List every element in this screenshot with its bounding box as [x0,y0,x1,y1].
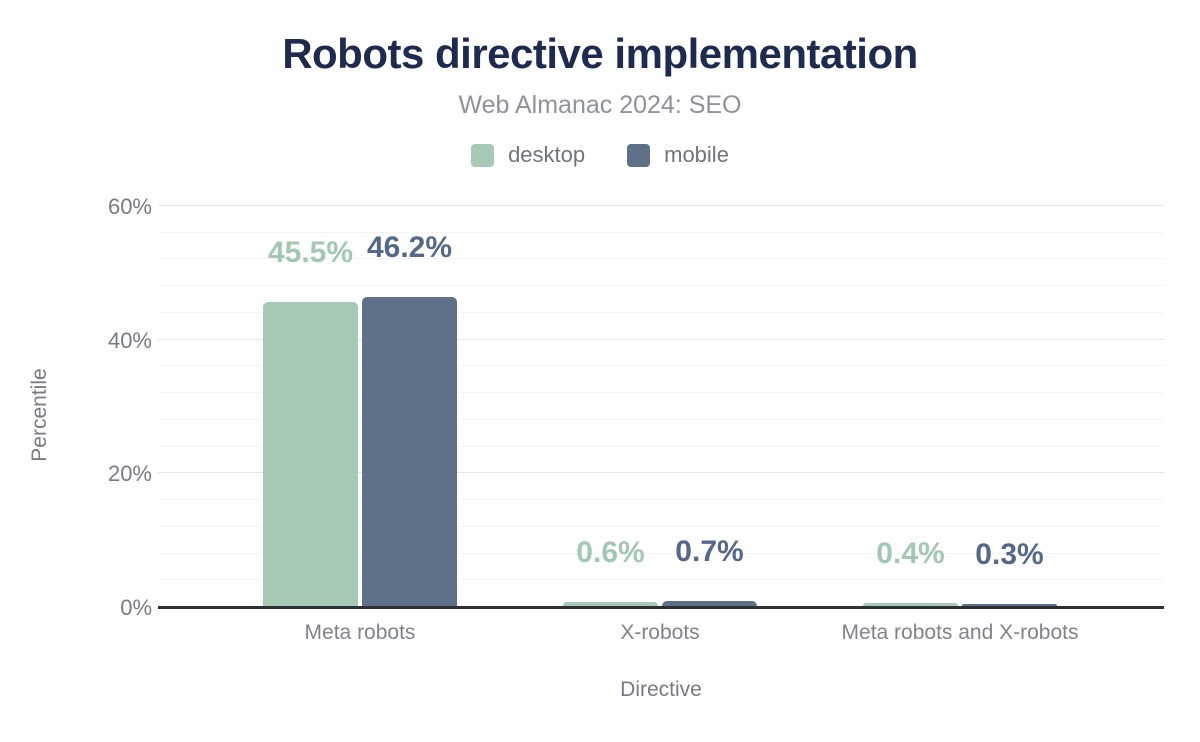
minor-gridline [158,285,1164,286]
minor-gridline [158,553,1164,554]
minor-gridline [158,419,1164,420]
y-tick-label: 40% [107,328,152,353]
legend-label-desktop: desktop [508,142,586,167]
legend-item-desktop: desktop [471,142,585,168]
minor-gridline [158,258,1164,259]
value-label-desktop-x-robots: 0.6% [576,536,645,569]
y-tick-label: 20% [107,461,152,486]
mobile-swatch-icon [627,143,651,167]
x-tick-label-x-robots: X-robots [620,621,700,644]
minor-gridline [158,392,1164,393]
minor-gridline [158,579,1164,580]
legend-item-mobile: mobile [627,142,729,168]
y-tick-label: 60% [107,194,152,219]
x-axis-line [158,606,1164,609]
bar-mobile-meta-robots [362,297,457,606]
bar-mobile-x-robots [662,601,757,606]
minor-gridline [158,446,1164,447]
x-tick-label-meta-robots-and-x-robots: Meta robots and X-robots [841,621,1079,644]
value-label-desktop-meta-robots: 45.5% [267,236,354,269]
minor-gridline [158,232,1164,233]
minor-gridline [158,312,1164,313]
bar-desktop-meta-robots-and-x-robots [863,603,958,606]
y-tick-label: 0% [120,595,152,620]
bar-desktop-x-robots [563,602,658,606]
major-gridline [158,472,1164,473]
bar-desktop-meta-robots [263,302,358,606]
value-label-mobile-meta-robots-and-x-robots: 0.3% [975,538,1044,571]
major-gridline [158,339,1164,340]
legend-label-mobile: mobile [664,142,729,167]
bar-mobile-meta-robots-and-x-robots [962,604,1057,606]
x-axis-title: Directive [620,678,702,701]
desktop-swatch-icon [471,143,495,167]
minor-gridline [158,526,1164,527]
value-label-mobile-meta-robots: 46.2% [366,231,453,264]
minor-gridline [158,365,1164,366]
chart-title: Robots directive implementation [282,30,918,77]
legend: desktop mobile [0,142,1200,168]
value-label-desktop-meta-robots-and-x-robots: 0.4% [876,537,945,570]
minor-gridline [158,499,1164,500]
major-gridline [158,205,1164,206]
y-axis-title: Percentile [28,368,51,462]
x-tick-label-meta-robots: Meta robots [304,621,416,644]
value-label-mobile-x-robots: 0.7% [675,535,744,568]
chart-subtitle: Web Almanac 2024: SEO [458,91,742,119]
